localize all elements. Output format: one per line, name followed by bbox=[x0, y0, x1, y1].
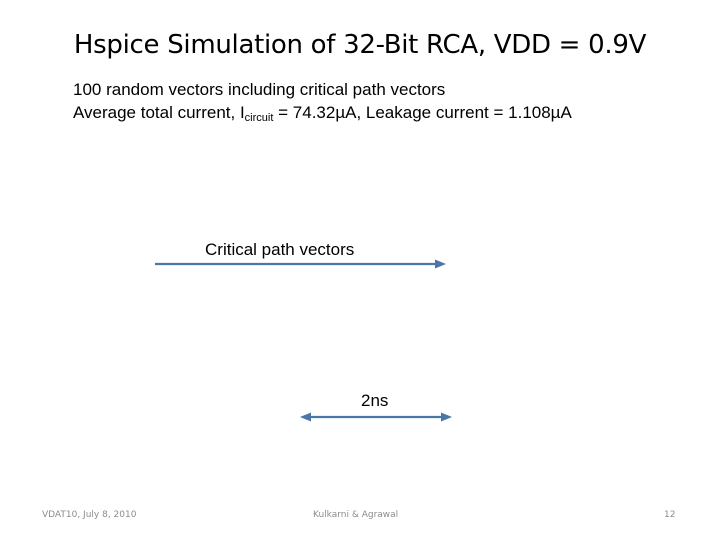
footer-authors: Kulkarni & Agrawal bbox=[313, 510, 399, 520]
time-span-arrowhead-right bbox=[441, 412, 452, 422]
current-subscript: circuit bbox=[244, 112, 274, 124]
critical-path-label: Critical path vectors bbox=[205, 240, 355, 259]
current-label-prefix: Average total current, I bbox=[73, 103, 245, 122]
time-span-label: 2ns bbox=[361, 391, 389, 410]
bullet-random-vectors: 100 random vectors including critical pa… bbox=[73, 80, 446, 99]
critical-path-arrowhead bbox=[435, 259, 446, 269]
current-values: = 74.32µA, Leakage current = 1.108µA bbox=[273, 103, 572, 122]
time-span-arrowhead-left bbox=[300, 412, 311, 422]
bullet-average-current: Average total current, Icircuit = 74.32µ… bbox=[73, 103, 572, 124]
footer-event-date: VDAT10, July 8, 2010 bbox=[42, 510, 137, 520]
footer-page-number: 12 bbox=[664, 510, 676, 520]
slide-title: Hspice Simulation of 32-Bit RCA, VDD = 0… bbox=[73, 30, 647, 60]
